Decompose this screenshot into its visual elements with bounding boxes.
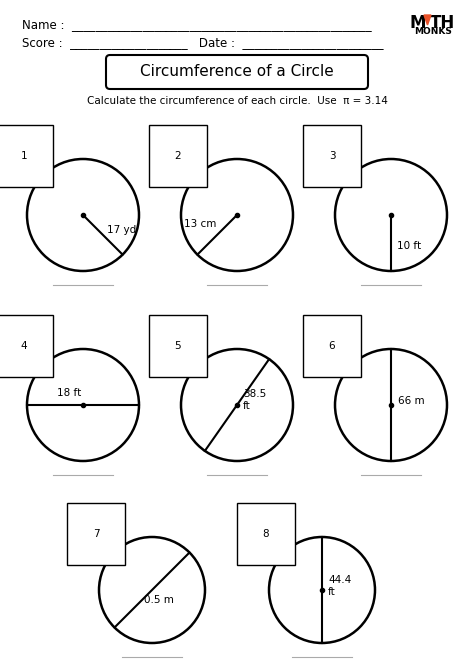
Text: 4: 4 xyxy=(21,341,27,351)
Text: 18 ft: 18 ft xyxy=(57,388,81,398)
Text: 44.4
ft: 44.4 ft xyxy=(328,576,351,597)
Text: Name :  ___________________________________________________: Name : _________________________________… xyxy=(22,18,372,31)
Text: 7: 7 xyxy=(93,529,100,539)
Text: 5: 5 xyxy=(175,341,182,351)
Text: MONKS: MONKS xyxy=(414,27,452,36)
Text: Score :  ____________________   Date :  ________________________: Score : ____________________ Date : ____… xyxy=(22,36,383,49)
Text: 17 yd: 17 yd xyxy=(107,224,136,234)
Text: 10 ft: 10 ft xyxy=(397,241,421,251)
Text: 3: 3 xyxy=(328,151,335,161)
Polygon shape xyxy=(424,15,431,25)
Text: Calculate the circumference of each circle.  Use  π = 3.14: Calculate the circumference of each circ… xyxy=(87,96,387,106)
Text: TH: TH xyxy=(430,14,455,32)
Text: 1: 1 xyxy=(21,151,27,161)
Text: 8: 8 xyxy=(263,529,269,539)
Text: 2: 2 xyxy=(175,151,182,161)
Text: 38.5
ft: 38.5 ft xyxy=(243,389,266,411)
Text: Circumference of a Circle: Circumference of a Circle xyxy=(140,64,334,80)
Text: 6: 6 xyxy=(328,341,335,351)
Text: M: M xyxy=(410,14,427,32)
Text: 66 m: 66 m xyxy=(398,396,425,406)
Text: 0.5 m: 0.5 m xyxy=(144,595,174,605)
FancyBboxPatch shape xyxy=(106,55,368,89)
Text: 13 cm: 13 cm xyxy=(184,218,216,228)
